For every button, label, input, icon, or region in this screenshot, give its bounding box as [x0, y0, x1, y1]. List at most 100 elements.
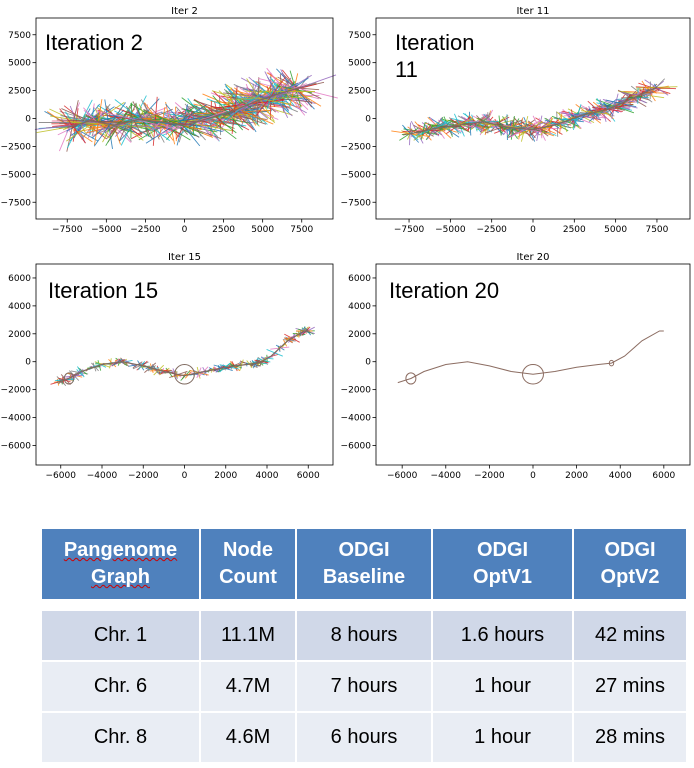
x-tick-label: −5000 — [435, 225, 466, 235]
layout-path — [56, 330, 309, 384]
cell-baseline: 6 hours — [297, 713, 431, 762]
x-tick-label: 5000 — [251, 225, 274, 235]
x-tick-label: 2500 — [563, 225, 586, 235]
x-tick-label: −6000 — [46, 471, 77, 481]
y-tick-label: −6000 — [1, 441, 32, 451]
y-tick-label: 2500 — [8, 87, 31, 97]
y-tick-label: −7500 — [341, 198, 372, 208]
y-tick-label: 7500 — [8, 31, 31, 41]
y-tick-label: 6000 — [8, 274, 31, 284]
x-tick-label: 2000 — [214, 471, 237, 481]
cell-optv1: 1 hour — [433, 662, 572, 711]
y-tick-label: 2000 — [8, 330, 31, 340]
iteration-annotation: Iteration 2 — [45, 30, 143, 55]
x-tick-label: 4000 — [609, 471, 632, 481]
y-tick-label: 4000 — [8, 302, 31, 312]
y-tick-label: −7500 — [1, 198, 32, 208]
x-tick-label: 5000 — [604, 225, 627, 235]
table-row: Chr. 6 4.7M 7 hours 1 hour 27 mins — [42, 662, 686, 711]
col-header-odgi-optv1: ODGI OptV1 — [433, 529, 572, 599]
chart-svg: Iter 15 −6000 −4000 −2000 0 2000 4000 6000 6000 4… — [1, 252, 334, 481]
cell-baseline: 8 hours — [297, 611, 431, 660]
series-marks — [391, 78, 678, 146]
x-tick-label: 0 — [182, 225, 188, 235]
iteration-annotation: Iteration 15 — [48, 278, 158, 303]
y-tick-label: −2000 — [341, 386, 372, 396]
x-tick-label: −2000 — [128, 471, 159, 481]
y-tick-label: 0 — [25, 115, 31, 125]
x-tick-label: −4000 — [87, 471, 118, 481]
x-tick-label: −7500 — [52, 225, 83, 235]
loop-mark — [174, 363, 195, 385]
col-header-pangenome-graph: Pangenome Graph — [42, 529, 199, 599]
iteration-annotation: 11 — [395, 57, 418, 82]
x-tick-label: 7500 — [290, 225, 313, 235]
y-tick-label: −4000 — [341, 414, 372, 424]
iteration-annotation: Iteration — [395, 30, 475, 55]
series-marks — [34, 67, 338, 152]
x-tick-label: −2500 — [476, 225, 507, 235]
x-tick-label: −5000 — [91, 225, 122, 235]
x-tick-label: 4000 — [256, 471, 279, 481]
series-marks — [50, 326, 315, 387]
cell-baseline: 7 hours — [297, 662, 431, 711]
x-tick-label: 0 — [530, 225, 536, 235]
x-tick-label: 0 — [182, 471, 188, 481]
table-header-row: Pangenome Graph Node Count ODGI Baseline… — [42, 529, 686, 599]
chart-title: Iter 11 — [516, 6, 549, 17]
plot-iter-20: Iter 20 −6000 −4000 −2000 0 2000 4000 6000 6000 4… — [340, 246, 694, 492]
y-tick-label: −2500 — [1, 142, 32, 152]
chart-title: Iter 20 — [516, 252, 549, 263]
layout-path — [408, 86, 658, 135]
x-tick-label: −4000 — [431, 471, 462, 481]
loop-mark — [522, 363, 544, 385]
cell-optv2: 28 mins — [574, 713, 686, 762]
cell-node-count: 4.6M — [201, 713, 295, 762]
y-tick-label: −2500 — [341, 142, 372, 152]
cell-optv2: 27 mins — [574, 662, 686, 711]
cell-optv1: 1 hour — [433, 713, 572, 762]
table-row: Chr. 8 4.6M 6 hours 1 hour 28 mins — [42, 713, 686, 762]
x-tick-label: 6000 — [652, 471, 675, 481]
y-tick-label: 6000 — [348, 274, 371, 284]
plot-iter-15: Iter 15 −6000 −4000 −2000 0 2000 4000 6000 6000 4… — [0, 246, 340, 492]
x-tick-label: −2000 — [474, 471, 505, 481]
loop-mark — [608, 359, 615, 367]
y-tick-label: −2000 — [1, 386, 32, 396]
x-tick-label: 2500 — [212, 225, 235, 235]
plot-iter-2: Iter 2 −7500 −5000 −2500 0 2500 5000 7500 7500 50… — [0, 0, 340, 246]
cell-optv2: 42 mins — [574, 611, 686, 660]
cell-node-count: 4.7M — [201, 662, 295, 711]
chart-title: Iter 15 — [168, 252, 201, 263]
y-tick-label: 5000 — [348, 59, 371, 69]
col-header-odgi-baseline: ODGI Baseline — [297, 529, 431, 599]
cell-optv1: 1.6 hours — [433, 611, 572, 660]
y-tick-label: −5000 — [341, 170, 372, 180]
x-tick-label: −2500 — [130, 225, 161, 235]
x-tick-label: 0 — [530, 471, 536, 481]
chart-svg: Iter 2 −7500 −5000 −2500 0 2500 5000 7500 7500 50… — [1, 6, 338, 235]
loop-mark — [256, 359, 262, 367]
y-tick-label: 7500 — [348, 31, 371, 41]
iteration-annotation: Iteration 20 — [389, 278, 499, 303]
layout-path — [397, 330, 664, 384]
y-tick-label: −5000 — [1, 170, 32, 180]
chart-svg: Iter 20 −6000 −4000 −2000 0 2000 4000 6000 6000 4… — [341, 252, 691, 481]
col-header-node-count: Node Count — [201, 529, 295, 599]
y-tick-label: 2000 — [348, 330, 371, 340]
col-header-odgi-optv2: ODGI OptV2 — [574, 529, 686, 599]
loop-mark — [63, 372, 75, 385]
cell-node-count: 11.1M — [201, 611, 295, 660]
y-tick-label: 2500 — [348, 87, 371, 97]
chart-svg: Iter 11 −7500 −5000 −2500 0 2500 5000 7500 7500 5… — [341, 6, 691, 235]
series-marks — [397, 330, 664, 385]
cell-graph: Chr. 1 — [42, 611, 199, 660]
y-tick-label: 0 — [25, 358, 31, 368]
cell-graph: Chr. 6 — [42, 662, 199, 711]
x-tick-label: −7500 — [394, 225, 425, 235]
runtime-table: Pangenome Graph Node Count ODGI Baseline… — [40, 527, 688, 764]
y-tick-label: 0 — [365, 358, 371, 368]
layout-path — [67, 86, 302, 128]
x-tick-label: −6000 — [387, 471, 418, 481]
cell-graph: Chr. 8 — [42, 713, 199, 762]
